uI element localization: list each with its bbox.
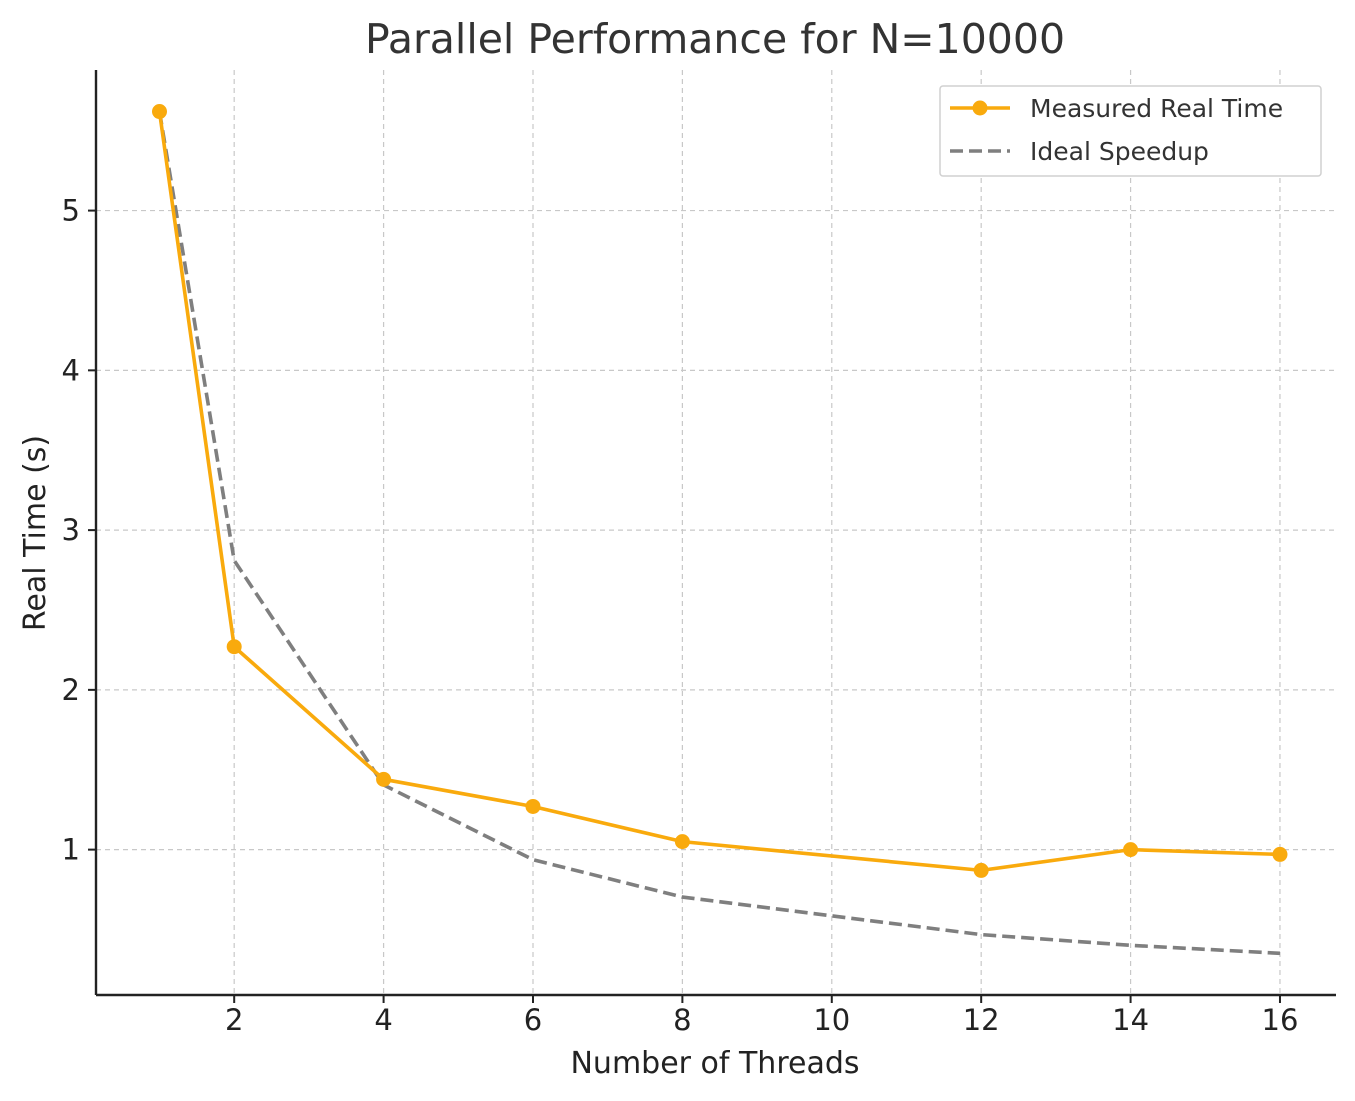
x-tick-label: 14	[1112, 1003, 1149, 1037]
x-tick-label: 2	[225, 1003, 243, 1037]
series-ideal-speedup	[157, 111, 1281, 956]
axes	[94, 70, 1336, 997]
data-point	[1123, 842, 1139, 858]
legend: Measured Real Time Ideal Speedup	[939, 85, 1322, 177]
legend-label: Ideal Speedup	[1030, 137, 1209, 166]
data-point	[151, 104, 167, 120]
y-tick-label: 3	[62, 513, 80, 547]
data-point	[376, 771, 392, 787]
series-line-measured-real-time	[157, 111, 1281, 873]
x-tick-label: 16	[1262, 1003, 1299, 1037]
legend-box	[939, 85, 1322, 177]
data-point	[226, 639, 242, 655]
y-axis-label: Real Time (s)	[18, 435, 53, 631]
data-point	[674, 834, 690, 850]
legend-marker	[972, 100, 988, 116]
series-measured-real-time	[151, 104, 1288, 878]
x-tick-label: 4	[374, 1003, 392, 1037]
y-tick-label: 4	[62, 353, 80, 387]
legend-entry-measured-real-time: Measured Real Time	[950, 94, 1283, 123]
x-axis-label: Number of Threads	[570, 1046, 859, 1081]
grid	[96, 70, 1336, 995]
series-line-ideal-speedup	[157, 111, 1281, 956]
legend-entry-ideal-speedup: Ideal Speedup	[950, 137, 1209, 166]
legend-label: Measured Real Time	[1030, 94, 1283, 123]
series	[151, 104, 1288, 956]
x-tick-label: 10	[813, 1003, 850, 1037]
data-point	[525, 798, 541, 814]
x-tick-label: 8	[673, 1003, 691, 1037]
data-point	[973, 862, 989, 878]
y-tick-label: 1	[62, 833, 80, 867]
y-tick-label: 2	[62, 673, 80, 707]
x-tick-label: 6	[524, 1003, 542, 1037]
chart-title: Parallel Performance for N=10000	[365, 15, 1065, 63]
x-tick-label: 12	[963, 1003, 1000, 1037]
data-point	[1272, 846, 1288, 862]
y-tick-label: 5	[62, 194, 80, 228]
